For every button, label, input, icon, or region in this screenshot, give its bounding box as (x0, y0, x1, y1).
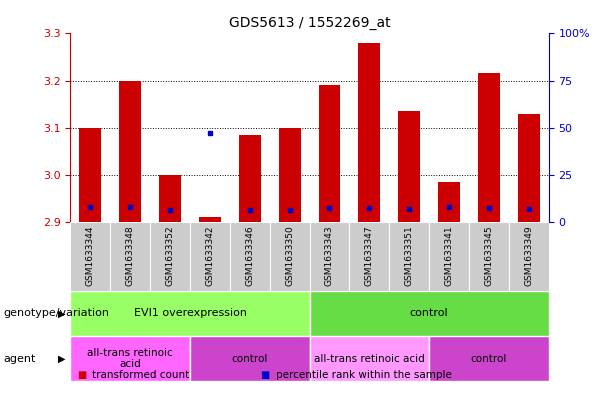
Text: agent: agent (3, 354, 36, 364)
Bar (398, 111, 420, 222)
Bar (230, 222, 270, 291)
Text: percentile rank within the sample: percentile rank within the sample (276, 370, 452, 380)
Text: GSM1633349: GSM1633349 (524, 226, 533, 286)
Text: GSM1633341: GSM1633341 (444, 226, 454, 286)
Text: all-trans retinoic acid: all-trans retinoic acid (314, 354, 425, 364)
Text: ▶: ▶ (58, 309, 66, 318)
Bar (310, 336, 429, 381)
Text: GSM1633352: GSM1633352 (166, 226, 175, 286)
Text: GSM1633350: GSM1633350 (285, 226, 294, 286)
Text: control: control (409, 309, 449, 318)
Text: EVI1 overexpression: EVI1 overexpression (134, 309, 246, 318)
Text: control: control (232, 354, 268, 364)
Bar (80, 128, 101, 222)
Text: GSM1633344: GSM1633344 (86, 226, 95, 286)
Text: GSM1633351: GSM1633351 (405, 226, 414, 286)
Bar (469, 222, 509, 291)
Bar (389, 222, 429, 291)
Text: GSM1633348: GSM1633348 (126, 226, 135, 286)
Bar (429, 336, 549, 381)
Bar (509, 222, 549, 291)
Bar (349, 222, 389, 291)
Bar (190, 222, 230, 291)
Bar (70, 291, 310, 336)
Bar (478, 73, 500, 222)
Bar (190, 336, 310, 381)
Bar (70, 222, 110, 291)
Text: GSM1633343: GSM1633343 (325, 226, 334, 286)
Bar (110, 222, 150, 291)
Bar (438, 182, 460, 222)
Text: ▶: ▶ (58, 354, 66, 364)
Bar (310, 291, 549, 336)
Bar (159, 175, 181, 222)
Bar (270, 222, 310, 291)
Bar (310, 222, 349, 291)
Bar (319, 85, 340, 222)
Text: GSM1633346: GSM1633346 (245, 226, 254, 286)
Text: ■: ■ (261, 370, 270, 380)
Title: GDS5613 / 1552269_at: GDS5613 / 1552269_at (229, 16, 390, 29)
Bar (279, 128, 300, 222)
Text: genotype/variation: genotype/variation (3, 309, 109, 318)
Text: ■: ■ (77, 370, 86, 380)
Bar (120, 81, 141, 222)
Bar (359, 43, 380, 222)
Bar (199, 217, 221, 222)
Bar (70, 336, 190, 381)
Bar (429, 222, 469, 291)
Text: GSM1633347: GSM1633347 (365, 226, 374, 286)
Text: all-trans retinoic
acid: all-trans retinoic acid (88, 348, 173, 369)
Bar (150, 222, 190, 291)
Bar (518, 114, 539, 222)
Text: control: control (471, 354, 507, 364)
Text: transformed count: transformed count (92, 370, 189, 380)
Bar (239, 135, 261, 222)
Text: GSM1633342: GSM1633342 (205, 226, 215, 286)
Text: GSM1633345: GSM1633345 (484, 226, 493, 286)
